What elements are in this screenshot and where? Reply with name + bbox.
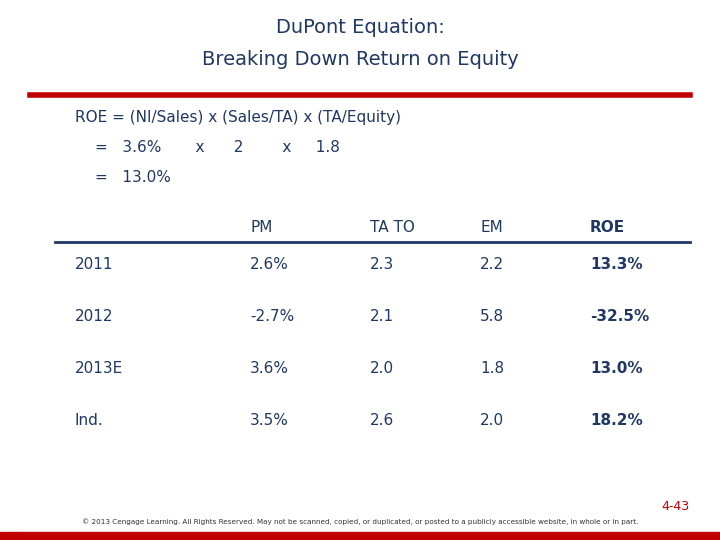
Text: Breaking Down Return on Equity: Breaking Down Return on Equity [202,50,518,69]
Text: 18.2%: 18.2% [590,413,643,428]
Text: © 2013 Cengage Learning. All Rights Reserved. May not be scanned, copied, or dup: © 2013 Cengage Learning. All Rights Rese… [82,518,638,525]
Text: DuPont Equation:: DuPont Equation: [276,18,444,37]
Text: 4-43: 4-43 [662,500,690,513]
Text: -32.5%: -32.5% [590,309,649,324]
Text: 13.0%: 13.0% [590,361,643,376]
Text: =   13.0%: = 13.0% [95,170,171,185]
Text: 2.6: 2.6 [370,413,395,428]
Text: EM: EM [480,220,503,235]
Text: ROE: ROE [590,220,625,235]
Text: Ind.: Ind. [75,413,104,428]
Text: 2012: 2012 [75,309,114,324]
Text: 2.3: 2.3 [370,257,395,272]
Text: 5.8: 5.8 [480,309,504,324]
Text: TA TO: TA TO [370,220,415,235]
Text: 2.1: 2.1 [370,309,394,324]
Text: 1.8: 1.8 [480,361,504,376]
Text: ROE = (NI/Sales) x (Sales/TA) x (TA/Equity): ROE = (NI/Sales) x (Sales/TA) x (TA/Equi… [75,110,401,125]
Text: 3.5%: 3.5% [250,413,289,428]
Text: 13.3%: 13.3% [590,257,643,272]
Text: 2013E: 2013E [75,361,123,376]
Text: PM: PM [250,220,272,235]
Text: 2.2: 2.2 [480,257,504,272]
Text: 2.6%: 2.6% [250,257,289,272]
Bar [0,532,720,540]
Text: =   3.6%       x      2        x     1.8: = 3.6% x 2 x 1.8 [95,140,340,155]
Text: 2.0: 2.0 [480,413,504,428]
Text: -2.7%: -2.7% [250,309,294,324]
Text: 2011: 2011 [75,257,114,272]
Text: 3.6%: 3.6% [250,361,289,376]
Text: 2.0: 2.0 [370,361,394,376]
